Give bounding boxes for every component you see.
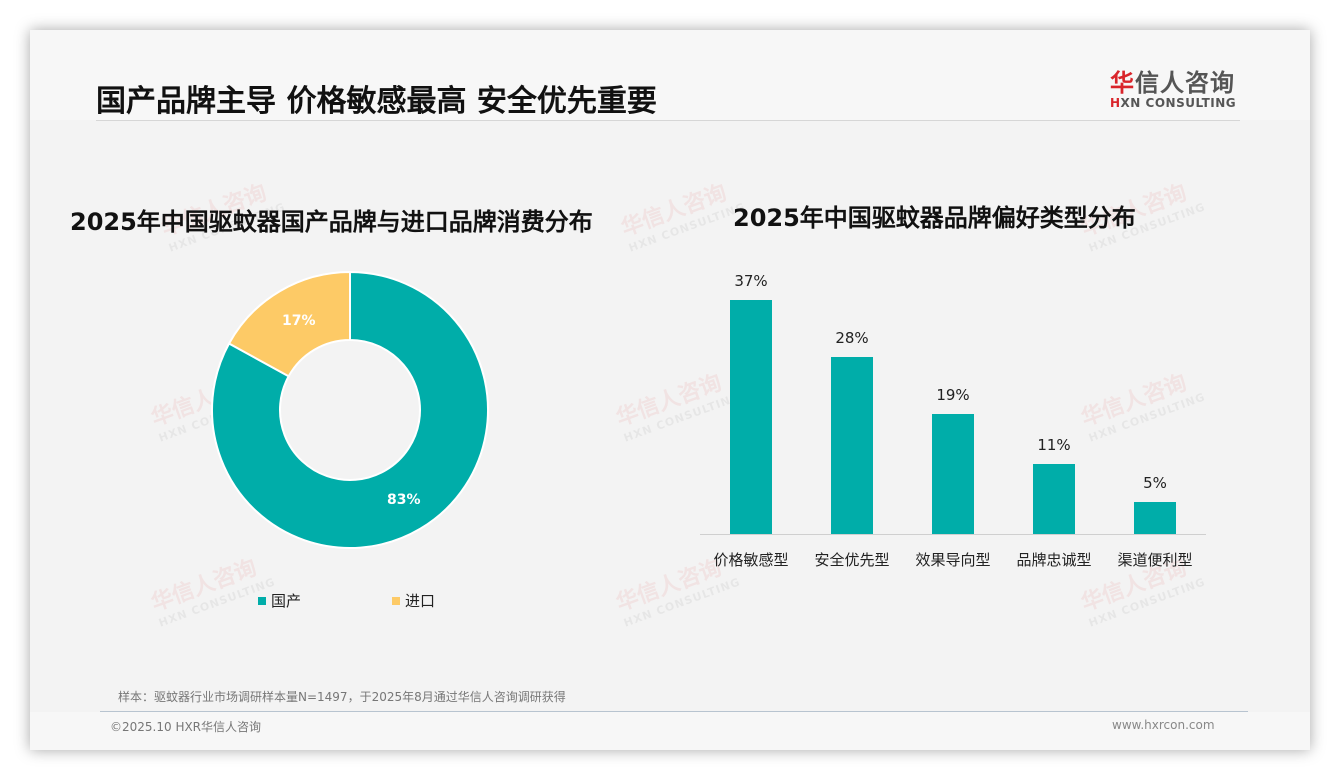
logo-cn: 华信人咨询 [1110, 69, 1235, 97]
donut-label-domestic: 83% [387, 492, 421, 508]
legend-swatch-teal [258, 596, 266, 605]
bar-value-label: 28% [835, 328, 869, 347]
x-axis-line [700, 534, 1206, 535]
bar-category-label: 渠道便利型 [1117, 551, 1193, 569]
bar-chart: 37% 价格敏感型 28% 安全优先型 19% 效果导向型 11% 品牌忠诚型 … [700, 272, 1206, 590]
bar-category-label: 价格敏感型 [713, 551, 789, 569]
bar-value-label: 37% [734, 272, 768, 290]
footer-divider [100, 711, 1248, 712]
bar-value-label: 11% [1037, 436, 1071, 455]
legend-swatch-yellow [392, 596, 400, 605]
donut-slice [211, 270, 489, 549]
logo-en: HXN CONSULTING [1110, 96, 1237, 110]
header-band [30, 30, 1310, 120]
copyright: ©2025.10 HXR华信人咨询 [110, 720, 262, 734]
bar-category-label: 品牌忠诚型 [1016, 551, 1092, 569]
website-link[interactable]: www.hxrcon.com [1112, 718, 1215, 732]
sample-footnote: 样本：驱蚊器行业市场调研样本量N=1497，于2025年8月通过华信人咨询调研获… [118, 690, 566, 704]
bar-value-label: 19% [936, 385, 970, 404]
bar-category-label: 效果导向型 [915, 551, 991, 569]
slide: 华信人咨询 HXN CONSULTING 华信人咨询 HXN CONSULTING … [30, 30, 1310, 750]
donut-slice [227, 270, 351, 378]
donut-label-import: 17% [282, 313, 316, 329]
bar-value-label: 5% [1143, 474, 1167, 493]
header-divider [96, 120, 1240, 121]
legend-item-domestic: 国产 [258, 590, 301, 611]
bar-category-label: 安全优先型 [814, 551, 890, 569]
bar-chart-title: 2025年中国驱蚊器品牌偏好类型分布 [733, 204, 1136, 232]
page-title: 国产品牌主导 价格敏感最高 安全优先重要 [96, 84, 657, 119]
donut-chart-title: 2025年中国驱蚊器国产品牌与进口品牌消费分布 [70, 208, 593, 236]
donut-svg [211, 270, 489, 549]
legend-item-import: 进口 [392, 590, 435, 611]
brand-logo: 华信人咨询 HXN CONSULTING [1110, 63, 1240, 110]
footer-band [30, 712, 1310, 750]
bar [730, 300, 772, 534]
bar [831, 356, 873, 534]
bar [1134, 502, 1176, 534]
bar [932, 413, 974, 534]
bar [1033, 464, 1075, 534]
donut-chart: 83% 17% [210, 270, 490, 550]
